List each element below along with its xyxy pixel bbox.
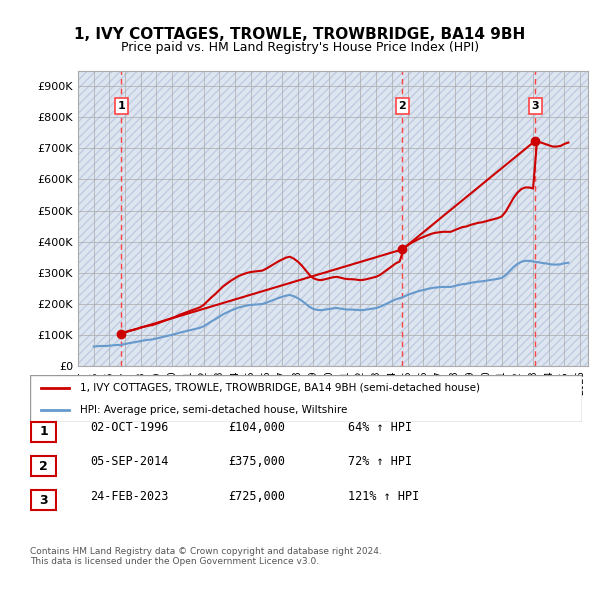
Text: 24-FEB-2023: 24-FEB-2023 [90, 490, 169, 503]
Text: 121% ↑ HPI: 121% ↑ HPI [348, 490, 419, 503]
Text: 3: 3 [532, 101, 539, 111]
Text: £104,000: £104,000 [228, 421, 285, 434]
Bar [78, 71, 588, 366]
Text: 1, IVY COTTAGES, TROWLE, TROWBRIDGE, BA14 9BH: 1, IVY COTTAGES, TROWLE, TROWBRIDGE, BA1… [74, 27, 526, 41]
Text: 3: 3 [39, 494, 48, 507]
FancyBboxPatch shape [31, 422, 56, 442]
Text: 05-SEP-2014: 05-SEP-2014 [90, 455, 169, 468]
Text: Contains HM Land Registry data © Crown copyright and database right 2024.
This d: Contains HM Land Registry data © Crown c… [30, 547, 382, 566]
Text: 64% ↑ HPI: 64% ↑ HPI [348, 421, 412, 434]
Text: £725,000: £725,000 [228, 490, 285, 503]
FancyBboxPatch shape [31, 456, 56, 476]
Text: 02-OCT-1996: 02-OCT-1996 [90, 421, 169, 434]
Text: 1: 1 [117, 101, 125, 111]
FancyBboxPatch shape [30, 375, 582, 422]
Text: 1, IVY COTTAGES, TROWLE, TROWBRIDGE, BA14 9BH (semi-detached house): 1, IVY COTTAGES, TROWLE, TROWBRIDGE, BA1… [80, 383, 479, 393]
Text: 2: 2 [398, 101, 406, 111]
Text: HPI: Average price, semi-detached house, Wiltshire: HPI: Average price, semi-detached house,… [80, 405, 347, 415]
Text: 1: 1 [39, 425, 48, 438]
Text: 2: 2 [39, 460, 48, 473]
FancyBboxPatch shape [31, 490, 56, 510]
Text: 72% ↑ HPI: 72% ↑ HPI [348, 455, 412, 468]
Text: £375,000: £375,000 [228, 455, 285, 468]
Text: Price paid vs. HM Land Registry's House Price Index (HPI): Price paid vs. HM Land Registry's House … [121, 41, 479, 54]
